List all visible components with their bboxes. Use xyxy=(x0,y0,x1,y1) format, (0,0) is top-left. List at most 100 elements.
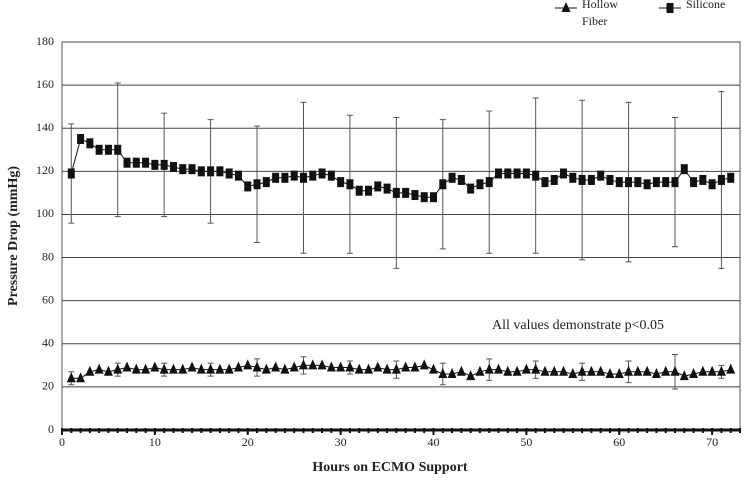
marker-triangle xyxy=(484,363,494,374)
marker-triangle xyxy=(215,363,225,374)
marker-triangle xyxy=(382,363,392,374)
marker-square xyxy=(197,166,205,177)
marker-square xyxy=(299,172,307,183)
marker-square xyxy=(281,172,289,183)
y-tick-label: 180 xyxy=(36,34,54,48)
x-tick-label: 20 xyxy=(242,435,254,449)
x-tick-label: 70 xyxy=(706,435,718,449)
marker-square xyxy=(309,170,317,181)
marker-triangle xyxy=(494,363,504,374)
x-tick-label: 40 xyxy=(428,435,440,449)
y-tick-label: 0 xyxy=(48,422,54,436)
marker-triangle xyxy=(419,359,429,370)
marker-square xyxy=(671,177,679,188)
marker-triangle xyxy=(168,363,178,374)
y-tick-label: 80 xyxy=(42,249,54,263)
marker-square xyxy=(625,177,633,188)
marker-square xyxy=(374,181,382,192)
marker-triangle xyxy=(224,363,234,374)
marker-triangle xyxy=(289,361,299,372)
y-tick-label: 40 xyxy=(42,336,54,350)
marker-triangle xyxy=(243,359,253,370)
marker-square xyxy=(123,157,131,168)
x-axis-label: Hours on ECMO Support xyxy=(312,460,468,475)
legend-marker xyxy=(561,2,571,12)
marker-triangle xyxy=(85,365,95,376)
marker-triangle xyxy=(391,363,401,374)
marker-square xyxy=(615,177,623,188)
marker-square xyxy=(207,166,215,177)
marker-square xyxy=(234,170,242,181)
marker-square xyxy=(643,179,651,190)
marker-square xyxy=(727,172,735,183)
marker-triangle xyxy=(159,363,169,374)
marker-square xyxy=(597,170,605,181)
y-tick-label: 60 xyxy=(42,292,54,306)
marker-square xyxy=(606,174,614,185)
marker-square xyxy=(151,159,159,170)
legend-label: Hollow Fiber xyxy=(582,0,618,28)
marker-square xyxy=(541,177,549,188)
marker-triangle xyxy=(438,367,448,378)
marker-triangle xyxy=(456,365,466,376)
marker-triangle xyxy=(308,359,318,370)
marker-triangle xyxy=(345,361,355,372)
marker-triangle xyxy=(317,359,327,370)
marker-square xyxy=(717,174,725,185)
marker-triangle xyxy=(642,365,652,376)
marker-square xyxy=(699,174,707,185)
marker-square xyxy=(290,170,298,181)
marker-square xyxy=(225,168,233,179)
marker-square xyxy=(327,170,335,181)
marker-square xyxy=(485,177,493,188)
marker-triangle xyxy=(233,361,243,372)
marker-square xyxy=(652,177,660,188)
marker-triangle xyxy=(280,363,290,374)
marker-square xyxy=(690,177,698,188)
marker-square xyxy=(513,168,521,179)
x-tick-label: 50 xyxy=(520,435,532,449)
marker-triangle xyxy=(512,365,522,376)
marker-square xyxy=(216,166,224,177)
marker-triangle xyxy=(614,367,624,378)
marker-square xyxy=(169,162,177,173)
y-tick-label: 120 xyxy=(36,163,54,177)
marker-square xyxy=(318,168,326,179)
marker-triangle xyxy=(271,361,281,372)
marker-square xyxy=(457,174,465,185)
marker-triangle xyxy=(540,365,550,376)
x-tick-label: 30 xyxy=(335,435,347,449)
marker-triangle xyxy=(503,365,513,376)
marker-triangle xyxy=(326,361,336,372)
marker-triangle xyxy=(531,363,541,374)
marker-square xyxy=(142,157,150,168)
marker-triangle xyxy=(401,361,411,372)
marker-triangle xyxy=(178,363,188,374)
marker-square xyxy=(77,134,85,144)
y-axis-label: Pressure Drop (mmHg) xyxy=(6,166,21,306)
marker-triangle xyxy=(363,363,373,374)
marker-square xyxy=(708,179,716,190)
marker-triangle xyxy=(447,367,457,378)
marker-square xyxy=(402,187,410,198)
marker-triangle xyxy=(521,363,531,374)
marker-square xyxy=(364,185,372,196)
marker-square xyxy=(67,168,75,179)
marker-square xyxy=(550,174,558,185)
marker-triangle xyxy=(103,365,113,376)
marker-triangle xyxy=(689,367,699,378)
marker-square xyxy=(439,179,447,190)
marker-square xyxy=(272,172,280,183)
marker-square xyxy=(411,190,419,201)
y-tick-label: 20 xyxy=(42,379,54,393)
marker-triangle xyxy=(141,363,151,374)
marker-triangle xyxy=(113,363,123,374)
marker-square xyxy=(420,192,428,203)
marker-triangle xyxy=(559,365,569,376)
legend-label: Silicone xyxy=(686,0,726,11)
marker-triangle xyxy=(122,361,132,372)
marker-triangle xyxy=(586,365,596,376)
marker-triangle xyxy=(131,363,141,374)
marker-square xyxy=(476,179,484,190)
